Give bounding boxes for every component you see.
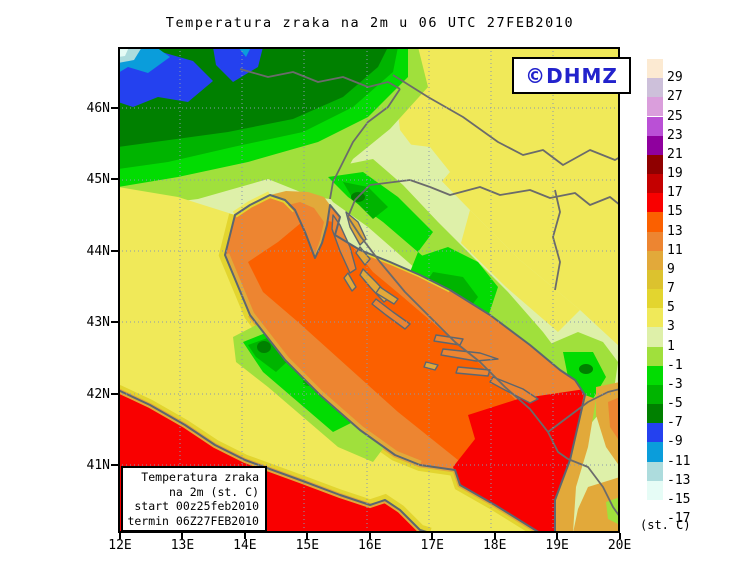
colorbar-cell (647, 346, 663, 366)
colorbar-value-label: 19 (667, 166, 683, 182)
info-box: Temperatura zraka na 2m (st. C) start 00… (121, 466, 267, 532)
lon-tick-label: 17E (420, 538, 444, 553)
coastlines (118, 194, 586, 533)
lat-tick-mark (111, 249, 118, 252)
lon-tick-mark (181, 533, 184, 539)
lon-tick-label: 13E (170, 538, 195, 553)
colorbar-cell (647, 327, 663, 347)
colorbar-cell (647, 308, 663, 328)
colorbar-value-label: 3 (667, 319, 675, 335)
colorbar-unit-label: (st. C) (640, 518, 691, 532)
colorbar-cell (647, 423, 663, 443)
lat-tick-label: 41N (86, 458, 110, 473)
colorbar-cell (647, 442, 663, 462)
colorbar-value-label: -5 (667, 396, 683, 412)
info-line-level: na 2m (st. C) (168, 484, 259, 499)
colorbar-cell (647, 384, 663, 405)
colorbar-cell (647, 499, 663, 520)
info-line-variable: Temperatura zraka (141, 470, 259, 484)
colorbar-cell (647, 97, 663, 117)
colorbar-cell (647, 404, 663, 424)
lat-tick-mark (111, 178, 118, 181)
lon-tick-mark (618, 533, 621, 539)
colorbar-value-label: 9 (667, 261, 675, 277)
lon-tick-mark (306, 533, 309, 539)
colorbar-value-label: 17 (667, 185, 683, 201)
colorbar-value-label: -15 (667, 491, 691, 507)
colorbar-value-label: 11 (667, 242, 683, 258)
lon-tick-label: 18E (482, 538, 507, 553)
colorbar-value-label: -1 (667, 357, 683, 373)
pannonian-yellow-region (380, 47, 620, 347)
alps-cold-region (118, 47, 263, 107)
adriatic-sea (225, 195, 585, 533)
colorbar-cell (647, 365, 663, 385)
albania-coast-band (555, 395, 596, 533)
colorbar-value-label: -17 (667, 511, 691, 527)
colorbar-value-label: 7 (667, 281, 675, 297)
colorbar-cell (647, 154, 663, 174)
colorbar-value-label: 1 (667, 338, 675, 354)
page-title: Temperatura zraka na 2m u 06 UTC 27FEB20… (165, 15, 575, 31)
info-line-termin: termin 06Z27FEB2010 (127, 513, 259, 528)
lon-tick-mark (556, 533, 559, 539)
colorbar-value-label: 25 (667, 108, 683, 124)
colorbar-cell (647, 289, 663, 309)
colorbar-value-label: 27 (667, 89, 683, 105)
colorbar-cell (647, 116, 663, 136)
lon-tick-mark (431, 533, 434, 539)
temperature-map (118, 47, 620, 533)
temperature-colorbar: 29 27 25 23 21 19 17 15 13 11 9 7 5 3 1 -1 -3 -5 -7 -9 -11 -1… (647, 59, 707, 529)
colorbar-cell (647, 269, 663, 290)
colorbar-cell (647, 461, 663, 481)
colorbar-cell (647, 193, 663, 213)
lat-tick-label: 42N (86, 386, 110, 402)
lon-tick-label: 20E (607, 538, 632, 553)
dhmz-watermark-box: ©DHMZ (512, 57, 631, 94)
lat-tick-mark (111, 107, 118, 109)
colorbar-cell (647, 135, 663, 155)
colorbar-value-label: -13 (667, 472, 691, 488)
colorbar-value-label: -7 (667, 415, 683, 431)
lon-tick-label: 15E (295, 538, 320, 553)
lat-tick-mark (111, 321, 118, 324)
colorbar-value-label: 29 (667, 70, 683, 86)
lon-tick-mark (243, 533, 246, 539)
info-line-start: start 00z25feb2010 (134, 499, 259, 513)
colorbar-cell (647, 78, 663, 98)
lon-tick-label: 16E (358, 538, 382, 553)
colorbar-cell (647, 59, 663, 79)
east-edge-bands (573, 382, 620, 533)
colorbar-value-label: 5 (667, 300, 675, 316)
lat-tick-mark (111, 464, 118, 466)
lon-tick-mark (493, 533, 496, 539)
colorbar-value-label: 15 (667, 204, 683, 220)
lon-tick-label: 14E (233, 538, 257, 553)
colorbar-value-label: 13 (667, 223, 683, 239)
colorbar-cell (647, 231, 663, 251)
colorbar-cell (647, 212, 663, 232)
colorbar-value-label: 23 (667, 127, 683, 143)
lat-tick-label: 43N (86, 315, 110, 331)
lon-tick-mark (368, 533, 371, 539)
lat-tick-label: 45N (86, 172, 110, 188)
colorbar-value-label: -11 (667, 453, 691, 469)
lat-tick-mark (111, 392, 118, 395)
lat-tick-label: 46N (86, 101, 110, 116)
colorbar-value-label: -9 (667, 434, 683, 450)
colorbar-value-label: -3 (667, 376, 683, 392)
colorbar-cell (647, 480, 663, 500)
dhmz-logo-text: ©DHMZ (525, 63, 618, 88)
colorbar-value-label: 21 (667, 146, 683, 162)
map-frame (118, 47, 620, 533)
colorbar-cell (647, 250, 663, 270)
lat-tick-label: 44N (86, 243, 110, 259)
colorbar-cell (647, 174, 663, 194)
lon-tick-mark (119, 533, 121, 539)
lon-tick-label: 12E (108, 538, 132, 553)
lon-tick-label: 19E (545, 538, 569, 553)
